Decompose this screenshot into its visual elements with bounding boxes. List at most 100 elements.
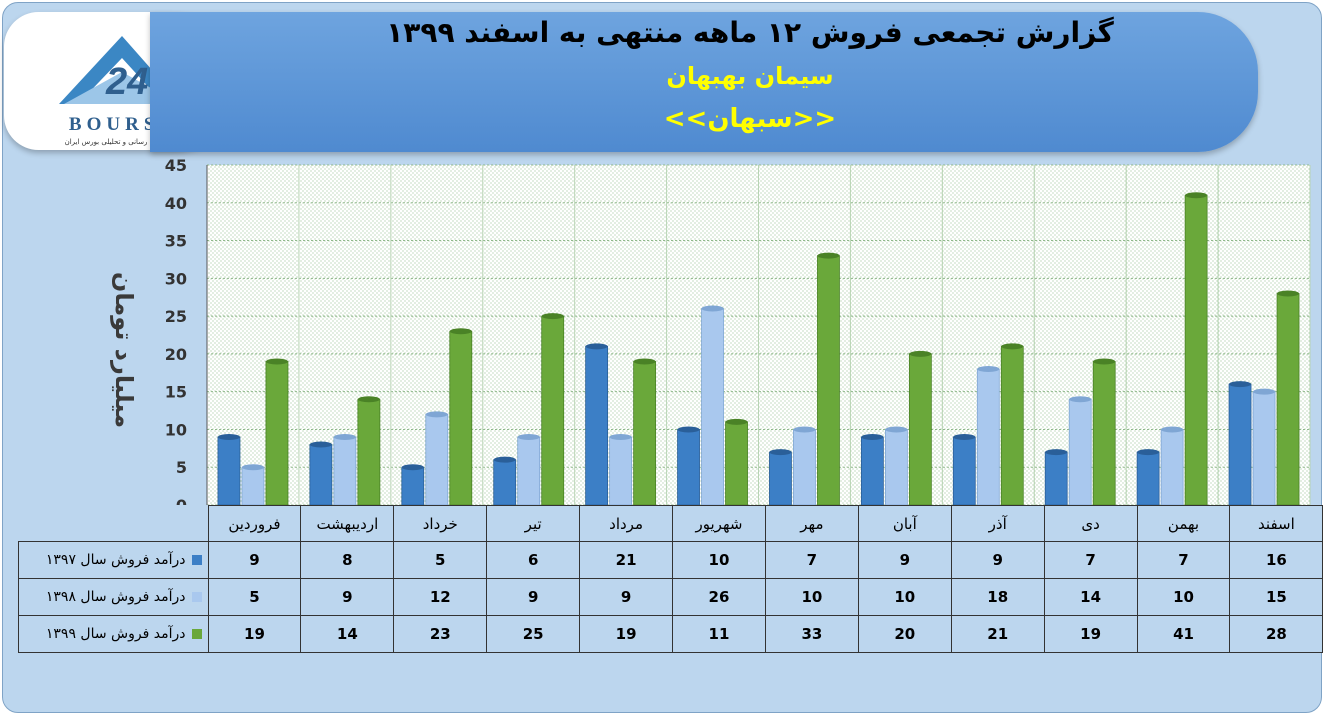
bar-cap	[977, 366, 1000, 372]
bar	[1184, 194, 1208, 506]
data-label: 19	[207, 615, 302, 653]
table-header-row: فروردین اردیبهشت خرداد تیر مرداد شهریور مهر آبا…	[19, 505, 1324, 542]
bar	[677, 429, 700, 506]
bar	[976, 368, 1000, 506]
bar	[493, 459, 517, 506]
data-label: 10	[857, 578, 952, 616]
legend-swatch-icon	[191, 592, 202, 602]
y-tick-label: 5	[176, 458, 187, 477]
data-label: 10	[1136, 578, 1231, 616]
y-tick-label: 15	[165, 383, 187, 402]
data-label: 23	[393, 615, 488, 653]
data-label: 18	[950, 578, 1045, 616]
svg-text:24: 24	[105, 61, 148, 103]
bar-cap	[1229, 381, 1252, 388]
bar-cap	[1161, 426, 1184, 433]
data-label: 9	[207, 541, 302, 579]
bar	[769, 451, 792, 506]
bar-cap	[493, 456, 516, 463]
bar	[817, 255, 840, 506]
bar	[241, 466, 265, 506]
data-label: 26	[672, 578, 766, 616]
bar-cap	[585, 343, 608, 350]
bar-cap	[1253, 388, 1276, 395]
legend-label: درآمد فروش سال ۱۳۹۷	[45, 552, 186, 568]
bar	[884, 429, 908, 506]
bar	[1160, 429, 1184, 506]
bar-cap	[1001, 343, 1024, 350]
bar-cap	[725, 418, 748, 425]
data-label: 33	[764, 615, 859, 653]
data-label: 7	[1043, 541, 1138, 579]
bar	[952, 436, 976, 506]
bar	[585, 345, 609, 506]
data-label: 7	[764, 541, 859, 579]
bar	[908, 353, 932, 506]
table-corner	[19, 506, 209, 542]
bar-cap	[953, 434, 976, 440]
bar	[1068, 398, 1092, 506]
data-label: 8	[300, 541, 395, 579]
y-tick-label: 30	[165, 269, 187, 288]
x-tick-label: خرداد	[393, 505, 488, 542]
x-tick-label: اردیبهشت	[300, 505, 395, 542]
bar-cap	[217, 434, 240, 440]
y-tick-label: 40	[165, 194, 187, 213]
bar	[1136, 451, 1160, 506]
x-tick-label: اسفند	[1229, 505, 1324, 542]
bar	[357, 398, 381, 506]
data-label: 10	[764, 578, 859, 616]
data-label: 21	[579, 541, 674, 579]
y-tick-label: 25	[165, 307, 187, 326]
data-label: 19	[579, 615, 674, 653]
bar	[541, 315, 565, 506]
x-tick-label: دی	[1043, 505, 1138, 542]
table-row: درآمد فروش سال ۱۳۹۹ 19 14 23 25 19 11 33 20 21 19 4…	[18, 615, 1324, 653]
bar	[1252, 391, 1276, 506]
data-label: 11	[672, 615, 766, 653]
bar-cap	[333, 434, 356, 440]
logo-subtitle: پایگاه اطلاع رسانی و تحلیلی بورس ایران	[64, 138, 184, 146]
bar-cap	[609, 434, 632, 440]
bar	[1276, 293, 1300, 506]
x-tick-label: فروردین	[207, 505, 302, 542]
bar-cap	[769, 449, 792, 456]
bar-cap	[909, 350, 932, 357]
bar	[633, 361, 657, 506]
bar-cap	[265, 358, 288, 365]
bar-cap	[817, 252, 840, 259]
data-label: 14	[1043, 578, 1138, 616]
legend-entry: درآمد فروش سال ۱۳۹۸	[18, 578, 209, 616]
data-label: 10	[672, 541, 766, 579]
y-tick-label: 10	[165, 420, 187, 439]
bar-cap	[1093, 358, 1116, 365]
data-label: 7	[1136, 541, 1231, 579]
bar-cap	[677, 426, 700, 433]
table-row: درآمد فروش سال ۱۳۹۸ 5 9 12 9 9 26 10 10 18 14 10 15	[18, 578, 1324, 616]
bar-cap	[425, 411, 448, 418]
bar	[1228, 383, 1252, 506]
bar	[609, 436, 633, 506]
bar	[793, 429, 816, 506]
x-tick-label: مهر	[764, 505, 859, 542]
data-label: 28	[1229, 615, 1324, 653]
bar	[401, 466, 425, 506]
bar	[449, 330, 473, 506]
x-tick-label: مرداد	[579, 505, 674, 542]
bar	[1000, 345, 1024, 506]
data-label: 19	[1043, 615, 1138, 653]
bar	[860, 436, 884, 506]
bar	[309, 444, 333, 506]
bar	[1092, 361, 1116, 506]
data-label: 5	[393, 541, 488, 579]
data-table: فروردین اردیبهشت خرداد تیر مرداد شهریور مهر آبا…	[18, 505, 1324, 653]
company-name: سیمان بهبهان	[666, 62, 834, 90]
data-label: 12	[393, 578, 488, 616]
bar-cap	[861, 434, 884, 440]
bar-cap	[357, 396, 380, 403]
bar-cap	[1185, 192, 1208, 199]
bar-cap	[449, 328, 472, 335]
x-tick-label: بهمن	[1136, 505, 1231, 542]
legend-swatch-icon	[191, 629, 202, 639]
